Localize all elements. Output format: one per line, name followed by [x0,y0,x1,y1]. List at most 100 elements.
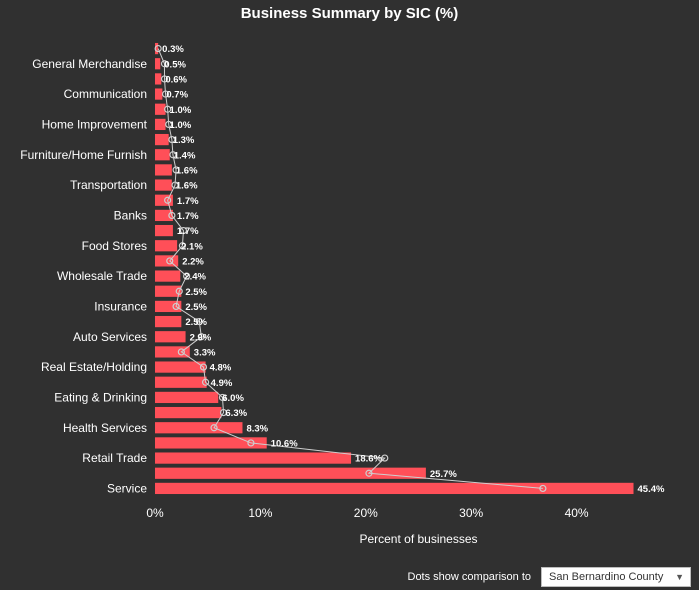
data-label: 8.3% [246,423,268,434]
comparison-dot[interactable] [199,363,208,371]
data-label: 0.3% [162,44,184,55]
bar[interactable] [155,209,173,222]
data-label: 4.8% [210,363,232,374]
comparison-dots [154,44,547,493]
category-labels: General Merchandise Communication Home Imp… [20,57,147,496]
comparison-dot[interactable] [165,120,173,129]
chevron-down-icon: ▼ [675,572,684,582]
x-ticks: 0% 10% 20% 30% 40% [146,506,589,520]
data-label: 1.4% [174,150,196,161]
bars [155,42,634,495]
data-label: 6.3% [225,408,247,419]
comparison-dot[interactable] [197,333,205,341]
comparison-dot[interactable] [171,181,179,189]
bar[interactable] [155,376,207,388]
comparison-label: Dots show comparison to [407,571,532,583]
comparison-dot[interactable] [160,60,169,68]
comparison-dot[interactable] [154,44,162,53]
comparison-dot[interactable] [539,484,547,493]
x-tick-label: 20% [354,506,378,520]
bar[interactable] [155,42,159,55]
x-tick-label: 10% [248,506,272,520]
comparison-dot[interactable] [178,242,187,250]
bar[interactable] [155,118,166,131]
comparison-dot[interactable] [381,454,389,462]
x-tick-label: 30% [459,506,483,520]
x-axis-label: Percent of businesses [359,532,478,546]
category-label: Auto Services [73,330,147,344]
comparison-dot[interactable] [164,196,172,204]
bar[interactable] [155,179,172,191]
bar[interactable] [155,406,222,419]
comparison-dot[interactable] [219,408,228,417]
bar[interactable] [155,467,426,479]
category-label: Furniture/Home Furnish [20,148,147,162]
comparison-dot[interactable] [172,166,180,174]
bar[interactable] [155,346,190,358]
comparison-dot[interactable] [210,424,218,432]
comparison-dot[interactable] [164,105,172,113]
comparison-dot[interactable] [177,348,185,356]
bar[interactable] [155,361,206,373]
bar[interactable] [155,73,162,85]
bar[interactable] [155,103,166,115]
data-label: 3.3% [194,347,216,358]
bar[interactable] [155,391,219,404]
data-label: 10.6% [271,438,298,449]
bar[interactable] [155,240,178,252]
bar[interactable] [155,224,173,237]
category-label: Food Stores [82,239,147,253]
bar[interactable] [155,133,169,146]
bar[interactable] [155,422,243,434]
data-label: 2.9% [190,332,212,343]
comparison-dot[interactable] [161,90,170,98]
comparison-dot[interactable] [175,287,183,295]
data-label: 1.7% [177,211,199,222]
comparison-dot[interactable] [172,302,180,311]
comparison-dot[interactable] [160,75,169,83]
data-label: 2.5% [185,287,207,298]
data-label: 1.6% [176,165,198,176]
comparison-dot[interactable] [195,317,203,326]
comparison-dot[interactable] [201,378,210,386]
data-labels: 0.3% 0.5% 0.6% 0.7% 1.0% 1.0% 1.3% 1.4% 1.6% 1.6%… [162,44,665,495]
data-label: 0.5% [164,59,186,70]
bar[interactable] [155,149,170,161]
data-label: 1.7% [177,196,199,207]
x-tick-label: 40% [565,506,589,520]
bar[interactable] [155,300,182,313]
comparison-dot[interactable] [168,135,176,144]
category-label: Eating & Drinking [54,390,147,404]
bar[interactable] [155,452,352,464]
bar[interactable] [155,437,267,449]
comparison-dot[interactable] [168,211,176,220]
data-label: 0.7% [166,90,188,101]
comparison-dot[interactable] [166,257,174,265]
category-label: Service [107,481,147,495]
comparison-dot[interactable] [365,469,373,477]
bar[interactable] [155,58,161,70]
comparison-dot[interactable] [183,272,191,280]
comparison-dot[interactable] [218,393,227,402]
bar[interactable] [155,315,182,328]
comparison-dot[interactable] [169,151,177,159]
bar[interactable] [155,194,173,206]
category-label: Real Estate/Holding [41,360,147,374]
comparison-dot[interactable] [247,439,255,447]
bar[interactable] [155,285,182,297]
comparison-dot[interactable] [179,226,188,235]
bar[interactable] [155,270,181,282]
bar[interactable] [155,88,163,100]
bar[interactable] [155,331,186,343]
data-label: 2.5% [185,302,207,313]
category-label: Wholesale Trade [57,269,147,283]
data-label: 45.4% [638,484,665,495]
data-label: 4.9% [211,378,233,389]
comparison-dropdown[interactable]: San Bernardino County ▼ [541,567,691,587]
bar[interactable] [155,164,172,176]
data-label: 25.7% [430,469,457,480]
category-label: Transportation [70,178,147,192]
bar[interactable] [155,482,634,495]
data-label: 1.0% [170,120,192,131]
data-label: 0.6% [165,74,187,85]
